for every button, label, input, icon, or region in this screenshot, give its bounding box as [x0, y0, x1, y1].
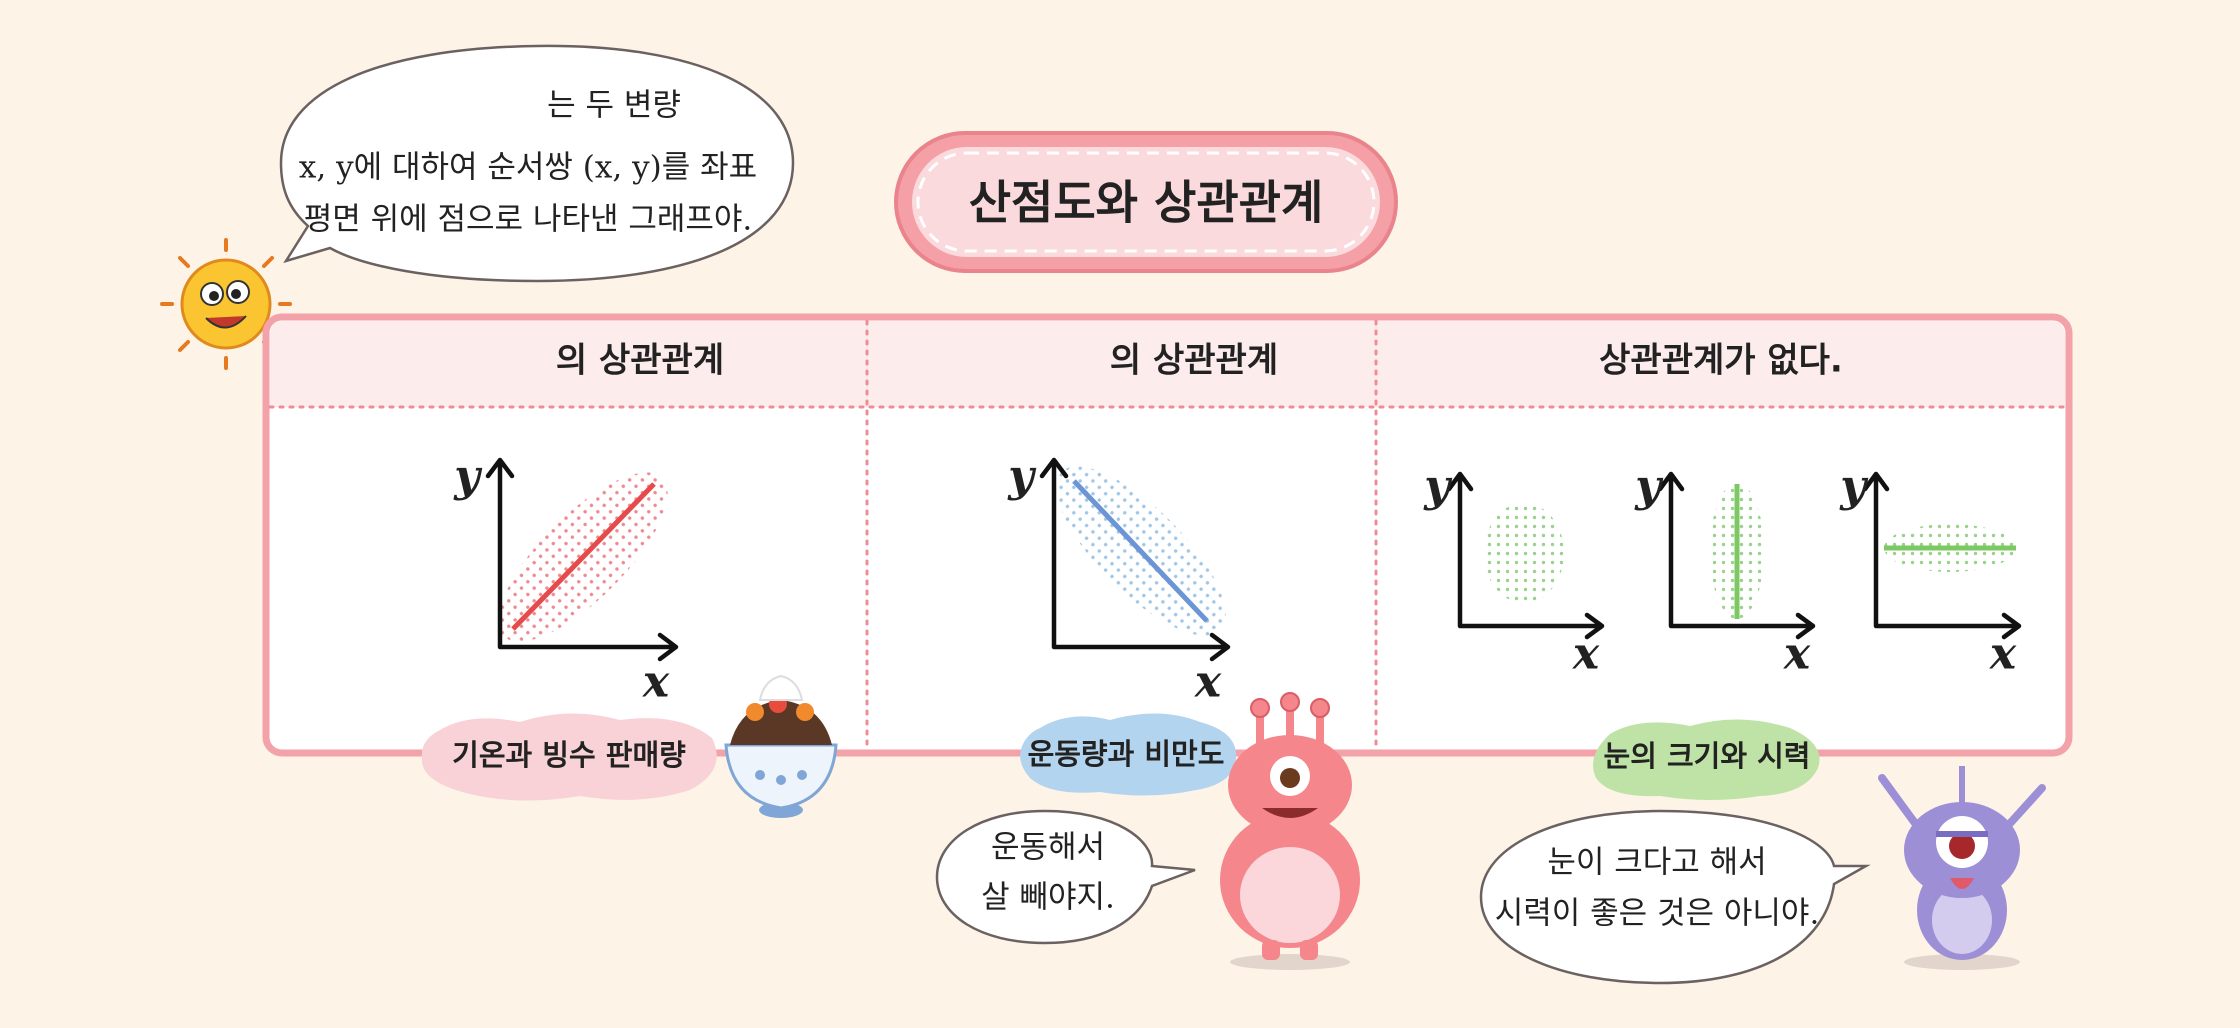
scatter-none-vertical: y x [1634, 461, 1816, 680]
axis-label: x [642, 657, 670, 708]
bubble-line: 평면 위에 점으로 나타낸 그래프야. [304, 202, 753, 238]
tag-label: 눈의 크기와 시력 [1604, 739, 1811, 773]
bubble-line: 는 두 변량 [547, 88, 681, 124]
axis-label: y [1634, 461, 1664, 512]
scatter-positive: y x [453, 451, 679, 708]
tag-label: 운동량과 비만도 [1028, 737, 1225, 771]
column-header: 의 상관관계 [556, 341, 724, 381]
pink-monster [1220, 692, 1360, 970]
speech-line: 살 빼야지. [981, 880, 1115, 916]
axis-label: x [1989, 629, 2017, 680]
bingsu-icon [724, 674, 838, 818]
speech-bubble: 운동해서 살 빼야지. [935, 809, 1196, 945]
tag-green: 눈의 크기와 시력 [1593, 719, 1820, 800]
speech-bubble: 눈이 크다고 해서 시력이 좋은 것은 아니야. [1479, 809, 1871, 985]
axis-label: x [1783, 629, 1811, 680]
title-badge: 산점도와 상관관계 [894, 131, 1398, 273]
purple-monster [1878, 766, 2046, 970]
axis-label: y [1007, 451, 1037, 502]
scatter-none-horizontal: y x [1839, 461, 2022, 680]
axis-label: y [1423, 461, 1453, 512]
title: 산점도와 상관관계 [969, 176, 1324, 230]
scatter-none-round: y x [1423, 461, 1605, 680]
speech-line: 시력이 좋은 것은 아니야. [1495, 896, 1820, 932]
axis-label: x [1572, 629, 1600, 680]
scatter-negative: y x [1007, 451, 1231, 708]
tag-label: 기온과 빙수 판매량 [452, 738, 686, 772]
axis-label: y [1839, 461, 1869, 512]
axis-label: x [1194, 657, 1222, 708]
tag-pink: 기온과 빙수 판매량 [421, 713, 717, 801]
intro-bubble: 는 두 변량 x, y에 대하여 순서쌍 (x, y)를 좌표 평면 위에 점으… [279, 44, 795, 283]
speech-line: 운동해서 [991, 830, 1105, 866]
tag-blue: 운동량과 비만도 [1020, 713, 1237, 796]
bubble-line: x, y에 대하여 순서쌍 (x, y)를 좌표 [299, 150, 757, 186]
axis-label: y [453, 451, 483, 502]
column-header: 상관관계가 없다. [1599, 341, 1843, 381]
column-header: 의 상관관계 [1110, 341, 1278, 381]
speech-line: 눈이 크다고 해서 [1547, 845, 1766, 881]
